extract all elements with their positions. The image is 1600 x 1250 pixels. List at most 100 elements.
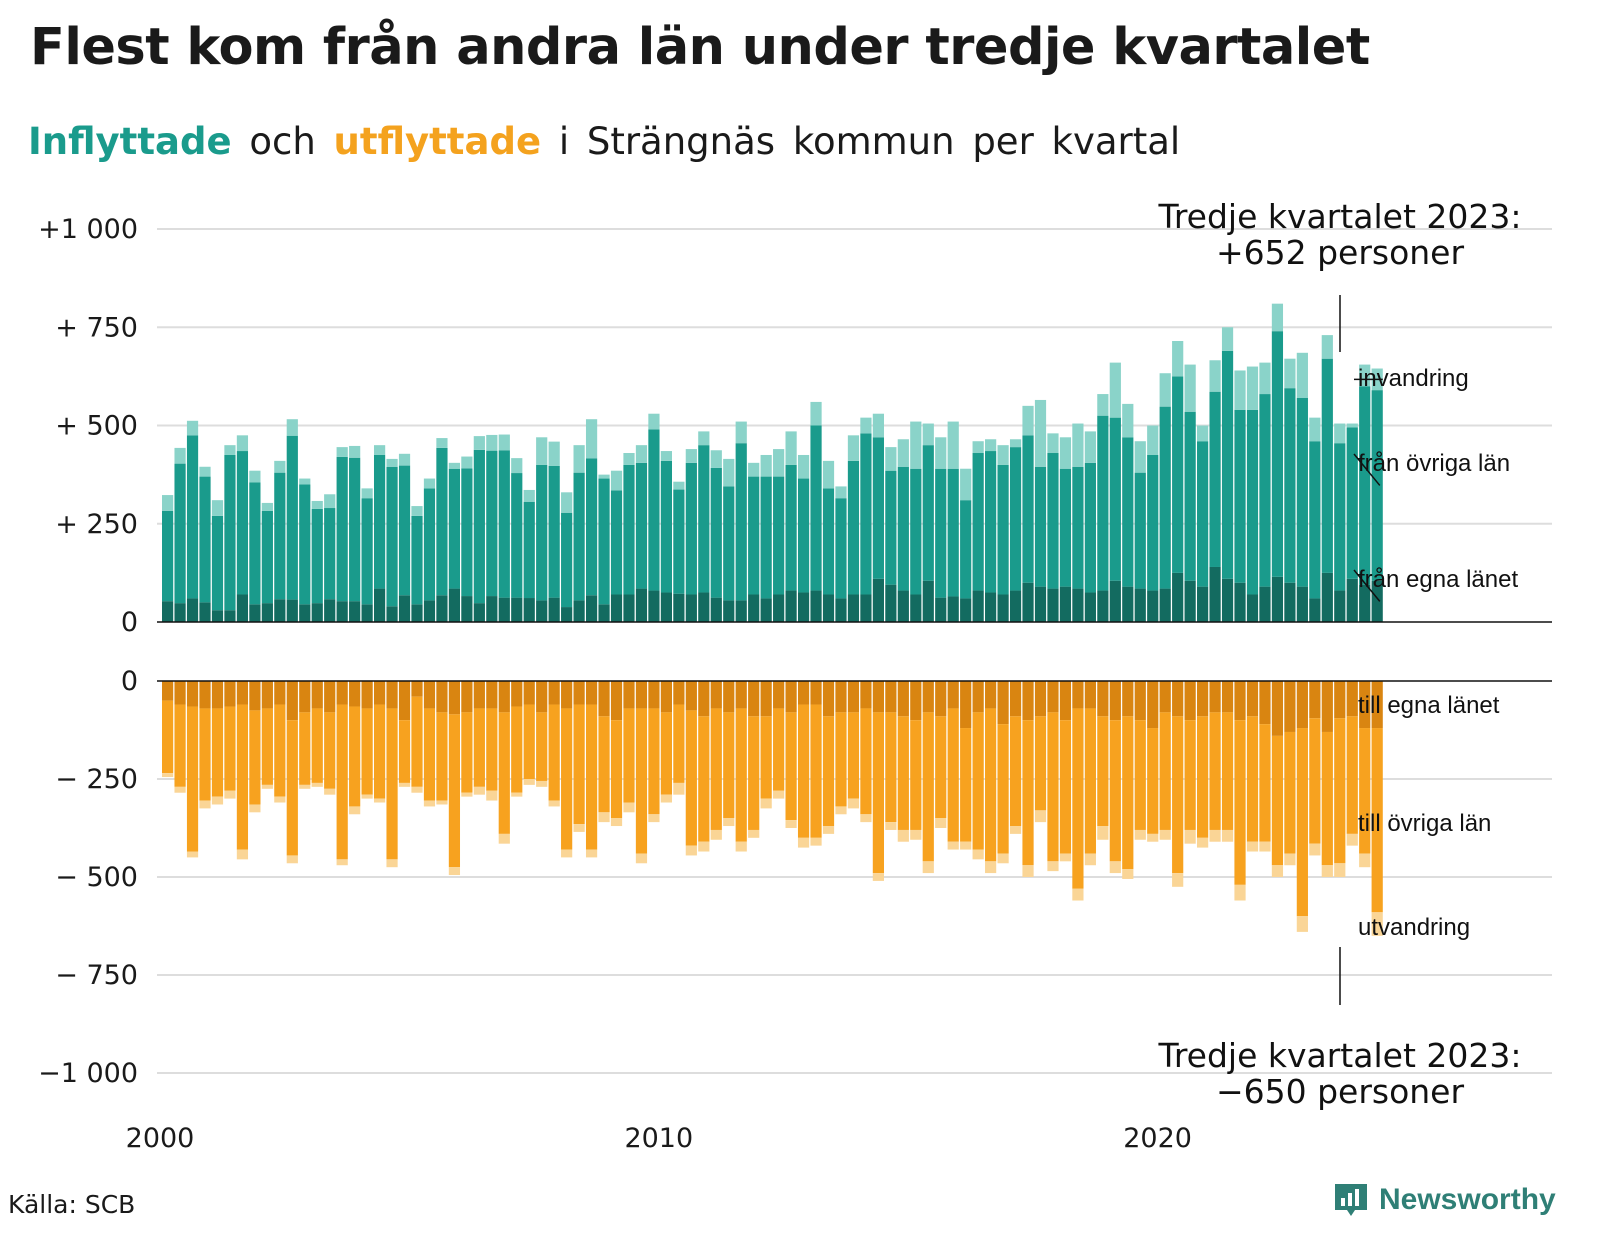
bar-utflyttade	[162, 700, 174, 774]
bar-inflyttade	[1197, 441, 1209, 587]
bar-inflyttade	[635, 462, 648, 589]
bar-utflyttade	[299, 784, 311, 789]
bar-inflyttade	[573, 445, 585, 473]
bar-utflyttade	[997, 853, 1009, 864]
bar-utflyttade	[660, 794, 672, 803]
bar-inflyttade	[1047, 453, 1059, 589]
bar-utflyttade	[286, 720, 298, 856]
bar-inflyttade	[1084, 462, 1096, 593]
bar-inflyttade	[822, 460, 835, 489]
bar-utflyttade	[1346, 716, 1358, 834]
bar-utflyttade	[785, 681, 797, 713]
bar-utflyttade	[1147, 728, 1159, 834]
bar-utflyttade	[1271, 735, 1284, 866]
bar-utflyttade	[461, 681, 473, 713]
bar-inflyttade	[985, 451, 997, 593]
bar-inflyttade	[847, 460, 860, 595]
bar-utflyttade	[448, 714, 461, 868]
bar-utflyttade	[960, 728, 972, 842]
bar-utflyttade	[710, 708, 722, 830]
bar-utflyttade	[698, 841, 710, 852]
bar-utflyttade	[635, 853, 648, 864]
bar-inflyttade	[835, 498, 847, 599]
bar-inflyttade	[349, 445, 361, 458]
bar-utflyttade	[710, 681, 722, 709]
bar-inflyttade	[1147, 425, 1159, 455]
bar-utflyttade	[473, 708, 485, 787]
bar-inflyttade	[1109, 417, 1121, 581]
bar-inflyttade	[186, 598, 199, 622]
bar-utflyttade	[274, 704, 286, 797]
bar-inflyttade	[748, 594, 760, 622]
bar-utflyttade	[336, 681, 348, 705]
bar-inflyttade	[398, 595, 411, 622]
segment-label-utflyttade: till egna länet	[1358, 692, 1500, 719]
bar-inflyttade	[1009, 439, 1022, 448]
bar-utflyttade	[311, 782, 323, 787]
bar-inflyttade	[448, 462, 461, 469]
bar-inflyttade	[1346, 427, 1358, 579]
callout-utflyttade-line2: −650 personer	[1216, 1072, 1465, 1111]
y-tick-label: + 250	[55, 509, 138, 540]
bar-utflyttade	[872, 873, 884, 881]
bar-inflyttade	[860, 417, 872, 434]
bar-utflyttade	[398, 681, 411, 721]
bar-utflyttade	[236, 704, 249, 850]
bar-inflyttade	[236, 594, 249, 622]
bar-inflyttade	[623, 594, 635, 622]
bar-inflyttade	[1072, 588, 1084, 622]
bar-utflyttade	[1147, 833, 1159, 842]
bar-utflyttade	[1359, 728, 1371, 854]
bar-inflyttade	[723, 486, 735, 601]
bar-inflyttade	[1184, 364, 1196, 412]
bar-utflyttade	[985, 861, 997, 874]
bar-utflyttade	[897, 716, 909, 830]
bar-utflyttade	[349, 681, 361, 707]
bar-inflyttade	[224, 610, 236, 622]
chart-title: Flest kom från andra län under tredje kv…	[30, 18, 1370, 77]
bar-utflyttade	[822, 681, 835, 717]
bar-inflyttade	[822, 488, 835, 595]
bar-inflyttade	[885, 584, 897, 622]
y-tick-label: − 500	[55, 862, 138, 893]
bar-utflyttade	[473, 681, 485, 709]
bar-inflyttade	[685, 594, 697, 622]
bar-inflyttade	[1184, 411, 1196, 581]
bar-inflyttade	[1234, 409, 1246, 583]
bar-inflyttade	[486, 434, 498, 451]
bar-utflyttade	[548, 681, 560, 705]
bar-utflyttade	[1034, 810, 1047, 823]
bar-inflyttade	[274, 599, 286, 622]
bar-inflyttade	[673, 593, 685, 622]
bar-utflyttade	[423, 681, 436, 709]
bar-utflyttade	[1221, 681, 1234, 713]
bar-utflyttade	[1259, 724, 1271, 842]
bar-utflyttade	[648, 681, 660, 709]
bar-utflyttade	[698, 716, 710, 842]
bar-inflyttade	[561, 512, 573, 608]
bar-inflyttade	[935, 437, 947, 469]
bar-inflyttade	[897, 466, 909, 591]
brand: Newsworthy	[1333, 1180, 1556, 1220]
bar-utflyttade	[1097, 716, 1109, 827]
bar-utflyttade	[174, 786, 186, 793]
bar-utflyttade	[635, 708, 648, 854]
bar-utflyttade	[1047, 712, 1059, 862]
bar-utflyttade	[324, 788, 336, 795]
bar-inflyttade	[1234, 370, 1246, 410]
bar-utflyttade	[1259, 841, 1271, 852]
bar-utflyttade	[1022, 681, 1034, 721]
bar-inflyttade	[660, 592, 672, 622]
bar-inflyttade	[236, 451, 249, 595]
bar-utflyttade	[448, 867, 461, 876]
x-tick-label: 2020	[1123, 1123, 1192, 1154]
bar-utflyttade	[810, 681, 822, 705]
bar-inflyttade	[1209, 566, 1221, 622]
bar-inflyttade	[897, 590, 909, 622]
bar-inflyttade	[1284, 388, 1296, 583]
bar-utflyttade	[1221, 712, 1234, 830]
bar-inflyttade	[1134, 441, 1146, 473]
bar-inflyttade	[1197, 586, 1209, 622]
bar-utflyttade	[1109, 720, 1121, 862]
bar-utflyttade	[1109, 861, 1121, 874]
